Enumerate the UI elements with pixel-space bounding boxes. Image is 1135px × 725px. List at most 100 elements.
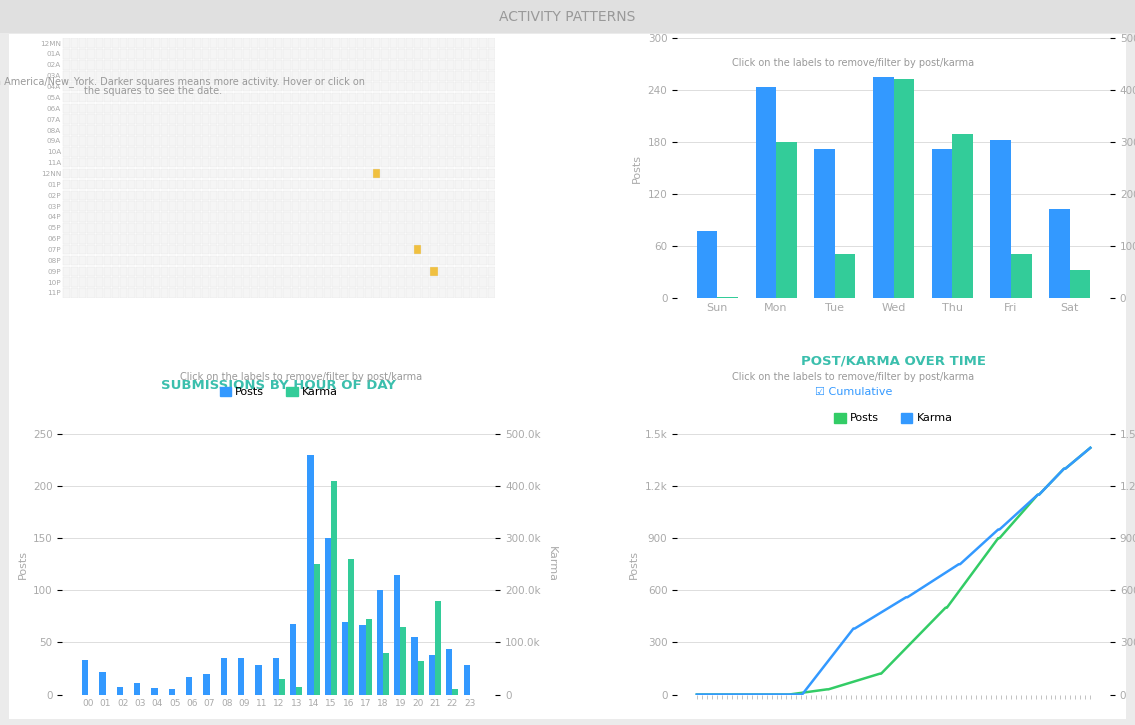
Bar — [835, 254, 856, 299]
Bar — [406, 169, 413, 178]
Bar — [267, 212, 275, 222]
Bar — [340, 223, 347, 233]
Bar — [455, 49, 462, 59]
Bar — [153, 245, 160, 254]
Bar — [488, 104, 495, 113]
Bar — [488, 158, 495, 167]
Bar — [381, 169, 388, 178]
Bar — [325, 245, 331, 254]
Bar — [488, 223, 495, 233]
Bar — [356, 245, 364, 254]
Y-axis label: Karma: Karma — [547, 546, 557, 582]
Bar — [62, 82, 70, 91]
Bar — [210, 125, 217, 135]
Bar — [128, 191, 135, 200]
Bar — [169, 71, 176, 80]
Bar — [194, 93, 201, 102]
Bar — [300, 49, 306, 59]
Bar — [389, 234, 397, 244]
Bar — [325, 169, 331, 178]
Bar — [226, 71, 234, 80]
Bar — [430, 38, 438, 48]
Bar — [292, 125, 299, 135]
Bar — [292, 191, 299, 200]
Bar — [471, 223, 479, 233]
Bar — [259, 136, 266, 146]
Bar — [112, 191, 119, 200]
Bar — [72, 60, 78, 70]
Bar — [218, 289, 225, 298]
Bar — [438, 256, 446, 265]
Bar — [488, 245, 495, 254]
Bar — [414, 147, 421, 157]
Bar — [226, 82, 234, 91]
Bar — [365, 71, 372, 80]
Bar — [397, 223, 405, 233]
Bar — [259, 38, 266, 48]
Bar — [112, 82, 119, 91]
Bar — [210, 202, 217, 211]
Bar — [397, 256, 405, 265]
Bar — [275, 158, 283, 167]
Bar — [348, 82, 356, 91]
Bar — [120, 169, 127, 178]
Bar — [234, 267, 242, 276]
Bar — [422, 234, 429, 244]
Bar — [356, 289, 364, 298]
Bar — [87, 93, 94, 102]
Bar — [447, 60, 454, 70]
Bar — [62, 104, 70, 113]
Bar — [169, 267, 176, 276]
Bar — [414, 136, 421, 146]
Bar — [316, 256, 323, 265]
Bar — [300, 38, 306, 48]
Bar — [103, 278, 111, 287]
Bar — [79, 49, 86, 59]
Bar — [284, 38, 291, 48]
Bar — [325, 278, 331, 287]
Bar — [479, 223, 487, 233]
Bar — [136, 289, 143, 298]
Bar — [194, 256, 201, 265]
Bar — [292, 60, 299, 70]
Bar — [177, 169, 184, 178]
Bar — [316, 38, 323, 48]
Bar — [95, 93, 102, 102]
Bar — [397, 267, 405, 276]
Bar — [79, 169, 86, 178]
Bar — [300, 125, 306, 135]
Bar — [430, 267, 438, 276]
Bar — [112, 71, 119, 80]
Bar — [185, 267, 193, 276]
Bar — [226, 38, 234, 48]
Bar — [144, 60, 152, 70]
Bar — [112, 49, 119, 59]
Bar — [429, 655, 435, 695]
Bar — [185, 49, 193, 59]
Bar — [397, 82, 405, 91]
Bar — [267, 267, 275, 276]
Bar — [87, 289, 94, 298]
Bar — [479, 180, 487, 189]
Bar — [120, 191, 127, 200]
Bar — [342, 621, 348, 695]
Bar — [153, 60, 160, 70]
Bar — [365, 93, 372, 102]
Bar — [136, 212, 143, 222]
Bar — [316, 223, 323, 233]
Bar — [308, 202, 316, 211]
Bar — [120, 147, 127, 157]
Bar — [136, 223, 143, 233]
Bar — [414, 158, 421, 167]
Bar — [479, 125, 487, 135]
Bar — [406, 115, 413, 124]
Bar — [136, 202, 143, 211]
Bar — [251, 104, 258, 113]
Bar — [161, 191, 168, 200]
Bar — [471, 212, 479, 222]
Bar — [259, 212, 266, 222]
Bar — [455, 93, 462, 102]
Bar — [365, 212, 372, 222]
Bar — [79, 158, 86, 167]
Bar — [62, 158, 70, 167]
